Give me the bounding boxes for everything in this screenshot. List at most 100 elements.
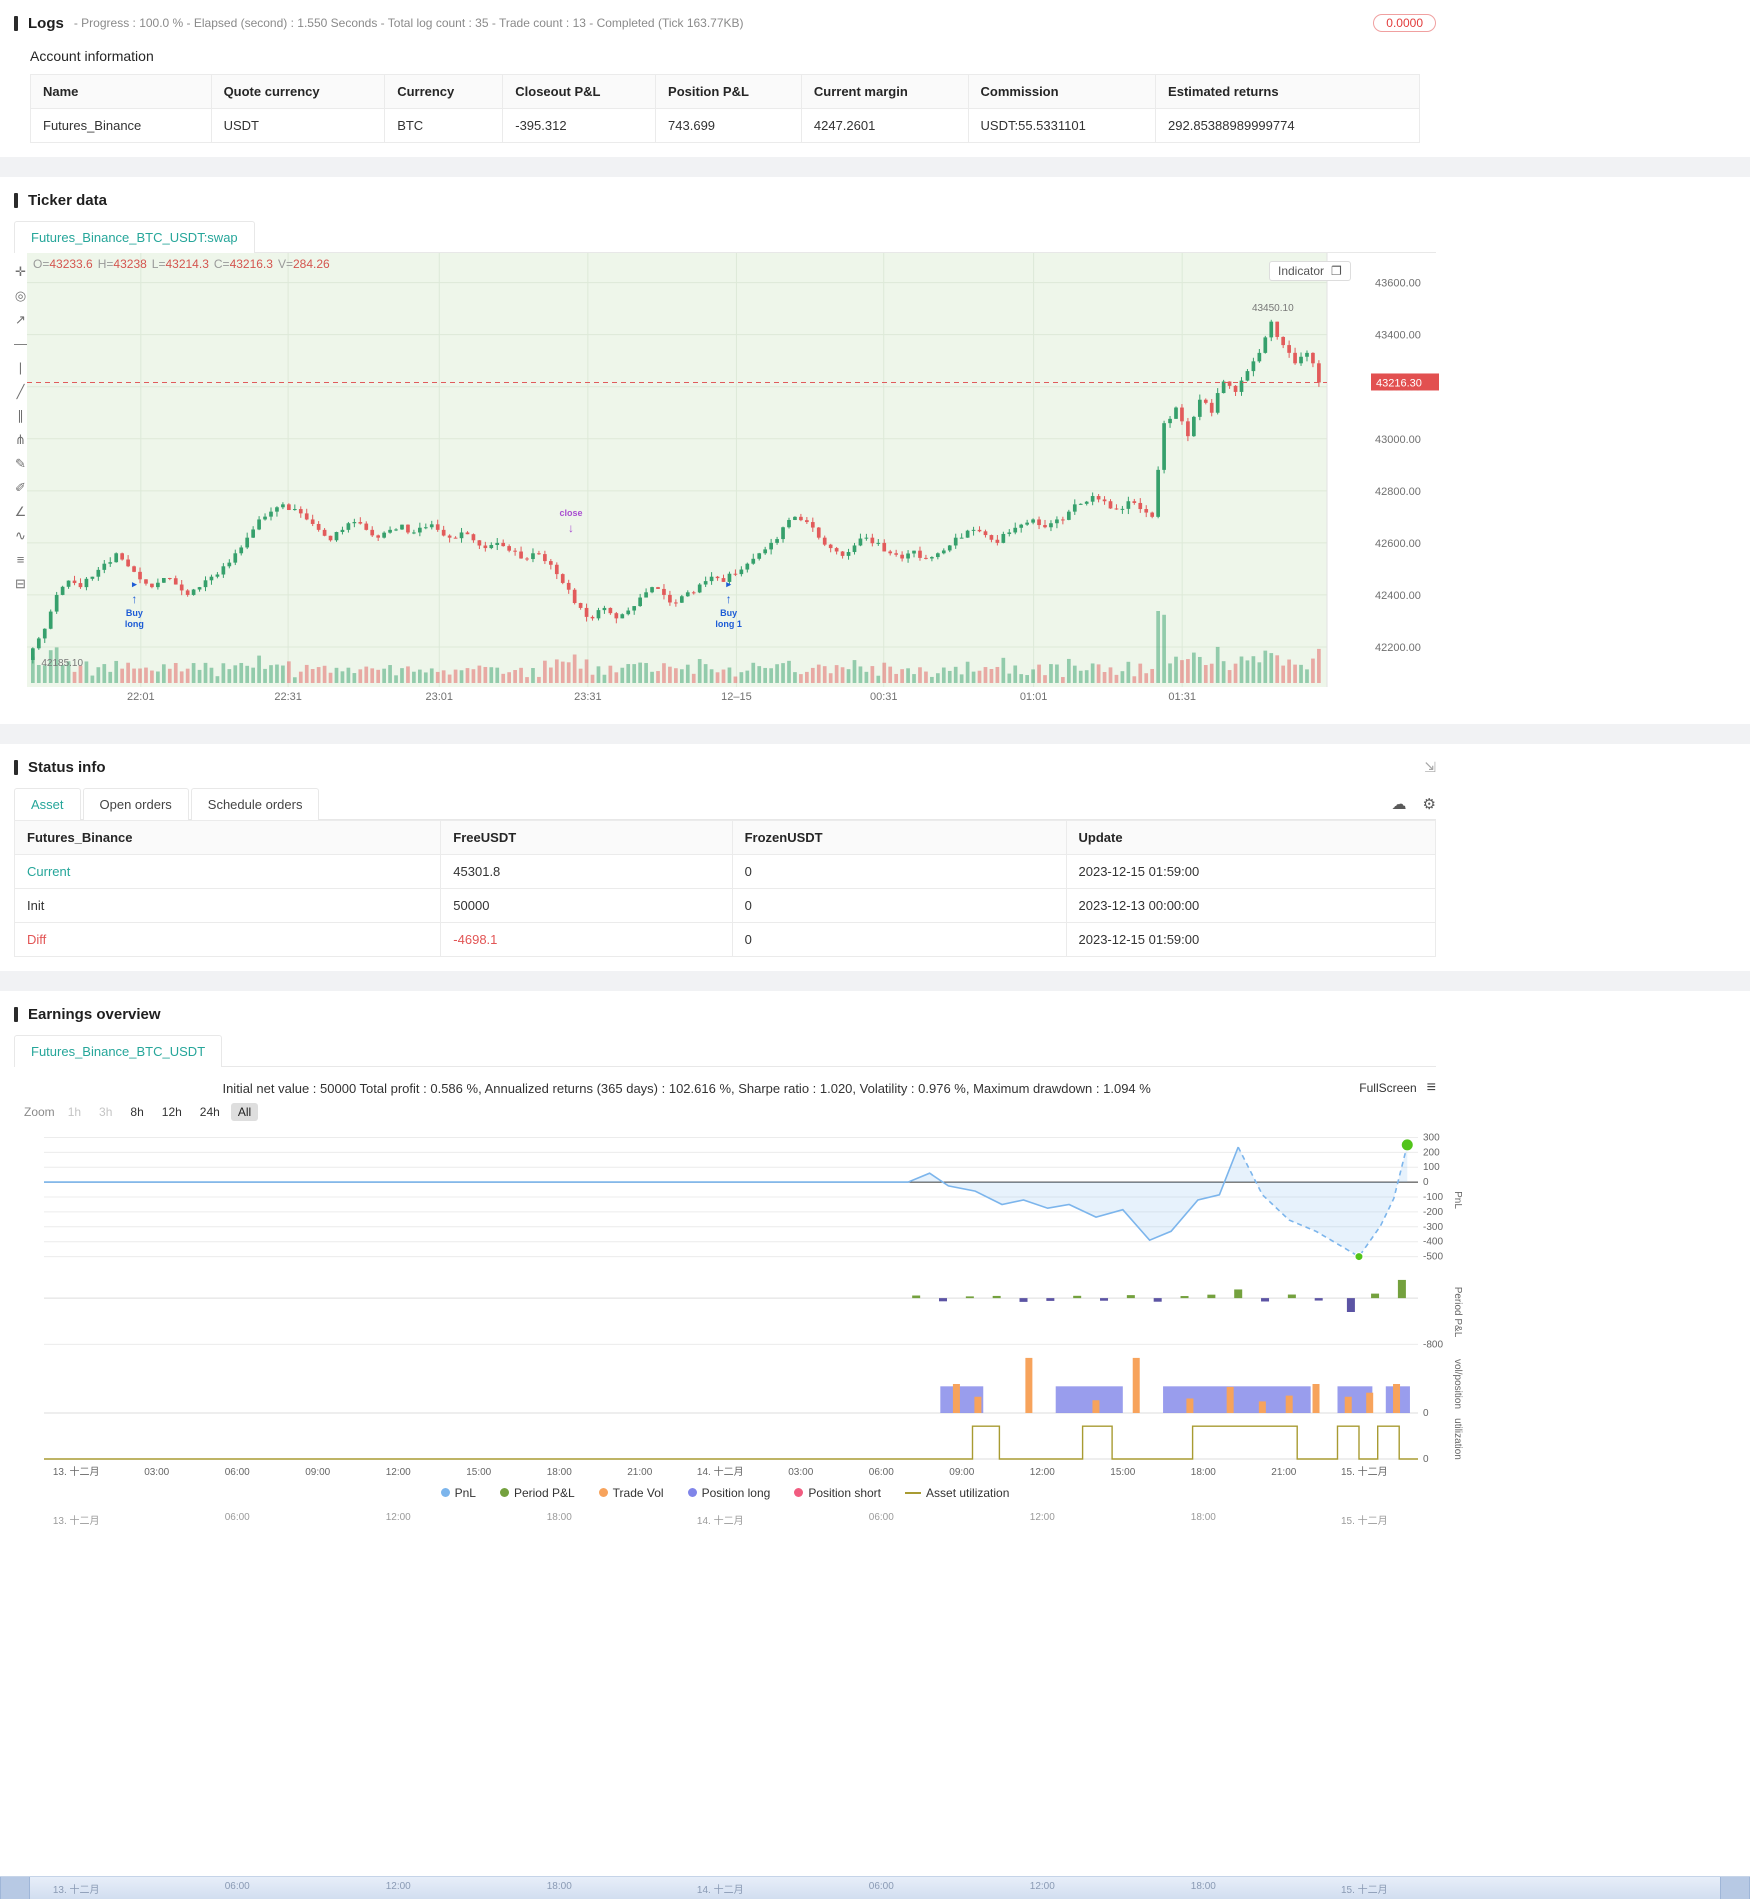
ohlc-item: L=43214.3 bbox=[151, 257, 209, 271]
earnings-summary: Initial net value : 50000 Total profit :… bbox=[222, 1080, 1151, 1096]
svg-text:06:00: 06:00 bbox=[869, 1467, 894, 1478]
column-header: Position P&L bbox=[655, 74, 802, 109]
svg-text:42200.00: 42200.00 bbox=[1375, 642, 1421, 654]
svg-text:42800.00: 42800.00 bbox=[1375, 486, 1421, 498]
row-label[interactable]: Current bbox=[13, 854, 442, 889]
navigator-label: 18:00 bbox=[1190, 1512, 1216, 1523]
svg-text:-200: -200 bbox=[1423, 1207, 1443, 1218]
parallel-channel-icon[interactable]: ∥ bbox=[17, 408, 24, 423]
zoom-controls: Zoom 1h 3h 8h 12h 24h All bbox=[24, 1103, 1436, 1121]
legend-label: PnL bbox=[454, 1486, 476, 1500]
trend-line-icon[interactable]: ╱ bbox=[16, 384, 25, 399]
svg-text:0: 0 bbox=[1423, 1408, 1429, 1419]
ticker-title: Ticker data bbox=[28, 191, 107, 209]
pencil-icon[interactable]: ✎ bbox=[15, 456, 26, 471]
scrollbar-label: 14. 十二月 bbox=[696, 1885, 744, 1896]
expand-icon[interactable]: ❐ bbox=[1331, 264, 1342, 278]
earnings-tabs: Futures_Binance_BTC_USDT bbox=[14, 1035, 1436, 1067]
svg-text:03:00: 03:00 bbox=[788, 1467, 813, 1478]
column-header: Name bbox=[30, 74, 212, 109]
svg-text:300: 300 bbox=[1423, 1132, 1440, 1143]
candlestick-chart[interactable]: 43600.0043400.0043200.0043000.0042800.00… bbox=[27, 253, 1441, 705]
trash-icon[interactable]: ⊟ bbox=[15, 576, 26, 591]
drawing-toolbar: ✛ ◎ ↗ ― | ╱ ∥ ⋔ ✎ ✐ ∠ ∿ ≡ ⊟ bbox=[14, 253, 27, 710]
ohlc-item: O=43233.6 bbox=[33, 257, 93, 271]
chart-scrollbar[interactable]: 13. 十二月 06:00 12:00 18:00 14. 十二月 06:00 12:00 1… bbox=[0, 1876, 1750, 1899]
legend-item-pnl[interactable]: PnL bbox=[440, 1486, 476, 1500]
target-icon[interactable]: ◎ bbox=[14, 288, 27, 303]
column-header: Quote currency bbox=[210, 74, 386, 109]
scrollbar-label: 15. 十二月 bbox=[1340, 1885, 1388, 1896]
svg-text:15:00: 15:00 bbox=[466, 1467, 491, 1478]
row-label[interactable]: Init bbox=[13, 888, 442, 923]
zoom-button-all[interactable]: All bbox=[230, 1103, 259, 1121]
fullscreen-control: FullScreen ≡ bbox=[1359, 1079, 1436, 1097]
legend-item-trade-vol[interactable]: Trade Vol bbox=[598, 1486, 664, 1500]
legend-item-asset-utilization[interactable]: Asset utilization bbox=[905, 1486, 1009, 1500]
logs-title: Logs bbox=[28, 14, 64, 32]
tab-asset[interactable]: Asset bbox=[14, 788, 81, 820]
table-cell: BTC bbox=[384, 108, 504, 143]
tab-open-orders[interactable]: Open orders bbox=[82, 788, 189, 820]
svg-text:15. 十二月: 15. 十二月 bbox=[1341, 1465, 1388, 1478]
svg-text:0: 0 bbox=[1423, 1454, 1429, 1465]
row-label[interactable]: Diff bbox=[13, 922, 442, 957]
collapse-icon[interactable]: ⇲ bbox=[1424, 758, 1436, 775]
earnings-overview-section: Earnings overview Futures_Binance_BTC_US… bbox=[0, 991, 1750, 1675]
svg-text:vol/position: vol/position bbox=[1452, 1359, 1463, 1409]
chart-menu-icon[interactable]: ≡ bbox=[1426, 1079, 1436, 1096]
zigzag-icon[interactable]: ∿ bbox=[15, 528, 26, 543]
log-counter-badge[interactable]: 0.0000 bbox=[1373, 14, 1436, 32]
legend-item-period-p&l[interactable]: Period P&L bbox=[499, 1486, 575, 1500]
navigator-label: 13. 十二月 bbox=[52, 1516, 100, 1527]
pitchfork-icon[interactable]: ⋔ bbox=[15, 432, 26, 447]
section-accent-bar bbox=[14, 759, 18, 775]
scrollbar-label: 18:00 bbox=[546, 1881, 572, 1892]
dot-swatch bbox=[794, 1488, 804, 1497]
navigator-label: 14. 十二月 bbox=[696, 1516, 744, 1527]
zoom-button-12h[interactable]: 12h bbox=[161, 1105, 182, 1119]
status-title: Status info bbox=[28, 758, 106, 776]
legend-item-position-short[interactable]: Position short bbox=[794, 1486, 881, 1500]
navigator-label: 12:00 bbox=[1029, 1512, 1055, 1523]
gear-icon[interactable]: ⚙ bbox=[1422, 796, 1436, 813]
cloud-download-icon[interactable]: ☁ bbox=[1391, 796, 1407, 813]
svg-text:15:00: 15:00 bbox=[1110, 1467, 1135, 1478]
svg-text:200: 200 bbox=[1423, 1147, 1440, 1158]
scrollbar-handle-right[interactable] bbox=[1720, 1877, 1750, 1899]
earnings-chart[interactable]: 300 200 100 0 -100 -200 -300 -400 -500 -800 0 0 13. … bbox=[14, 1127, 1464, 1479]
zoom-button-24h[interactable]: 24h bbox=[199, 1105, 220, 1119]
ticker-chart-row: ✛ ◎ ↗ ― | ╱ ∥ ⋔ ✎ ✐ ∠ ∿ ≡ ⊟ 43600.0043400.0043200.004… bbox=[14, 253, 1441, 710]
column-header: Futures_Binance bbox=[13, 820, 442, 855]
account-information-table: Name Quote currency Currency Closeout P&L Po… bbox=[30, 74, 1420, 143]
column-header: FrozenUSDT bbox=[731, 820, 1067, 855]
tab-schedule-orders[interactable]: Schedule orders bbox=[190, 788, 320, 820]
dot-swatch bbox=[499, 1488, 509, 1497]
svg-text:18:00: 18:00 bbox=[1191, 1467, 1216, 1478]
navigator-label: 15. 十二月 bbox=[1340, 1516, 1388, 1527]
arrow-icon[interactable]: ↗ bbox=[15, 312, 26, 327]
layers-icon[interactable]: ≡ bbox=[16, 552, 25, 567]
svg-text:22:31: 22:31 bbox=[274, 691, 302, 703]
table-cell: 0 bbox=[731, 888, 1067, 923]
earnings-symbol-tab[interactable]: Futures_Binance_BTC_USDT bbox=[14, 1035, 223, 1067]
crosshair-icon[interactable]: ✛ bbox=[15, 264, 26, 279]
status-tab-actions: ☁ ⚙ bbox=[1392, 795, 1436, 819]
horizontal-line-icon[interactable]: ― bbox=[14, 336, 27, 351]
ticker-symbol-tab[interactable]: Futures_Binance_BTC_USDT:swap bbox=[14, 221, 255, 253]
measure-icon[interactable]: ∠ bbox=[14, 504, 27, 519]
svg-text:01:01: 01:01 bbox=[1020, 691, 1048, 703]
navigator-label: 06:00 bbox=[224, 1512, 250, 1523]
indicator-button[interactable]: Indicator ❐ bbox=[1269, 261, 1351, 281]
vertical-line-icon[interactable]: | bbox=[18, 360, 23, 375]
zoom-button-8h[interactable]: 8h bbox=[130, 1105, 144, 1119]
scrollbar-handle-left[interactable] bbox=[0, 1877, 30, 1899]
legend-item-position-long[interactable]: Position long bbox=[687, 1486, 770, 1500]
svg-text:close: close bbox=[560, 508, 583, 518]
indicator-label: Indicator bbox=[1278, 264, 1325, 278]
table-cell: -4698.1 bbox=[440, 922, 733, 957]
brush-icon[interactable]: ✐ bbox=[15, 480, 26, 495]
navigator-label: 18:00 bbox=[546, 1512, 572, 1523]
fullscreen-button[interactable]: FullScreen bbox=[1359, 1081, 1417, 1095]
table-cell: 2023-12-15 01:59:00 bbox=[1065, 922, 1437, 957]
